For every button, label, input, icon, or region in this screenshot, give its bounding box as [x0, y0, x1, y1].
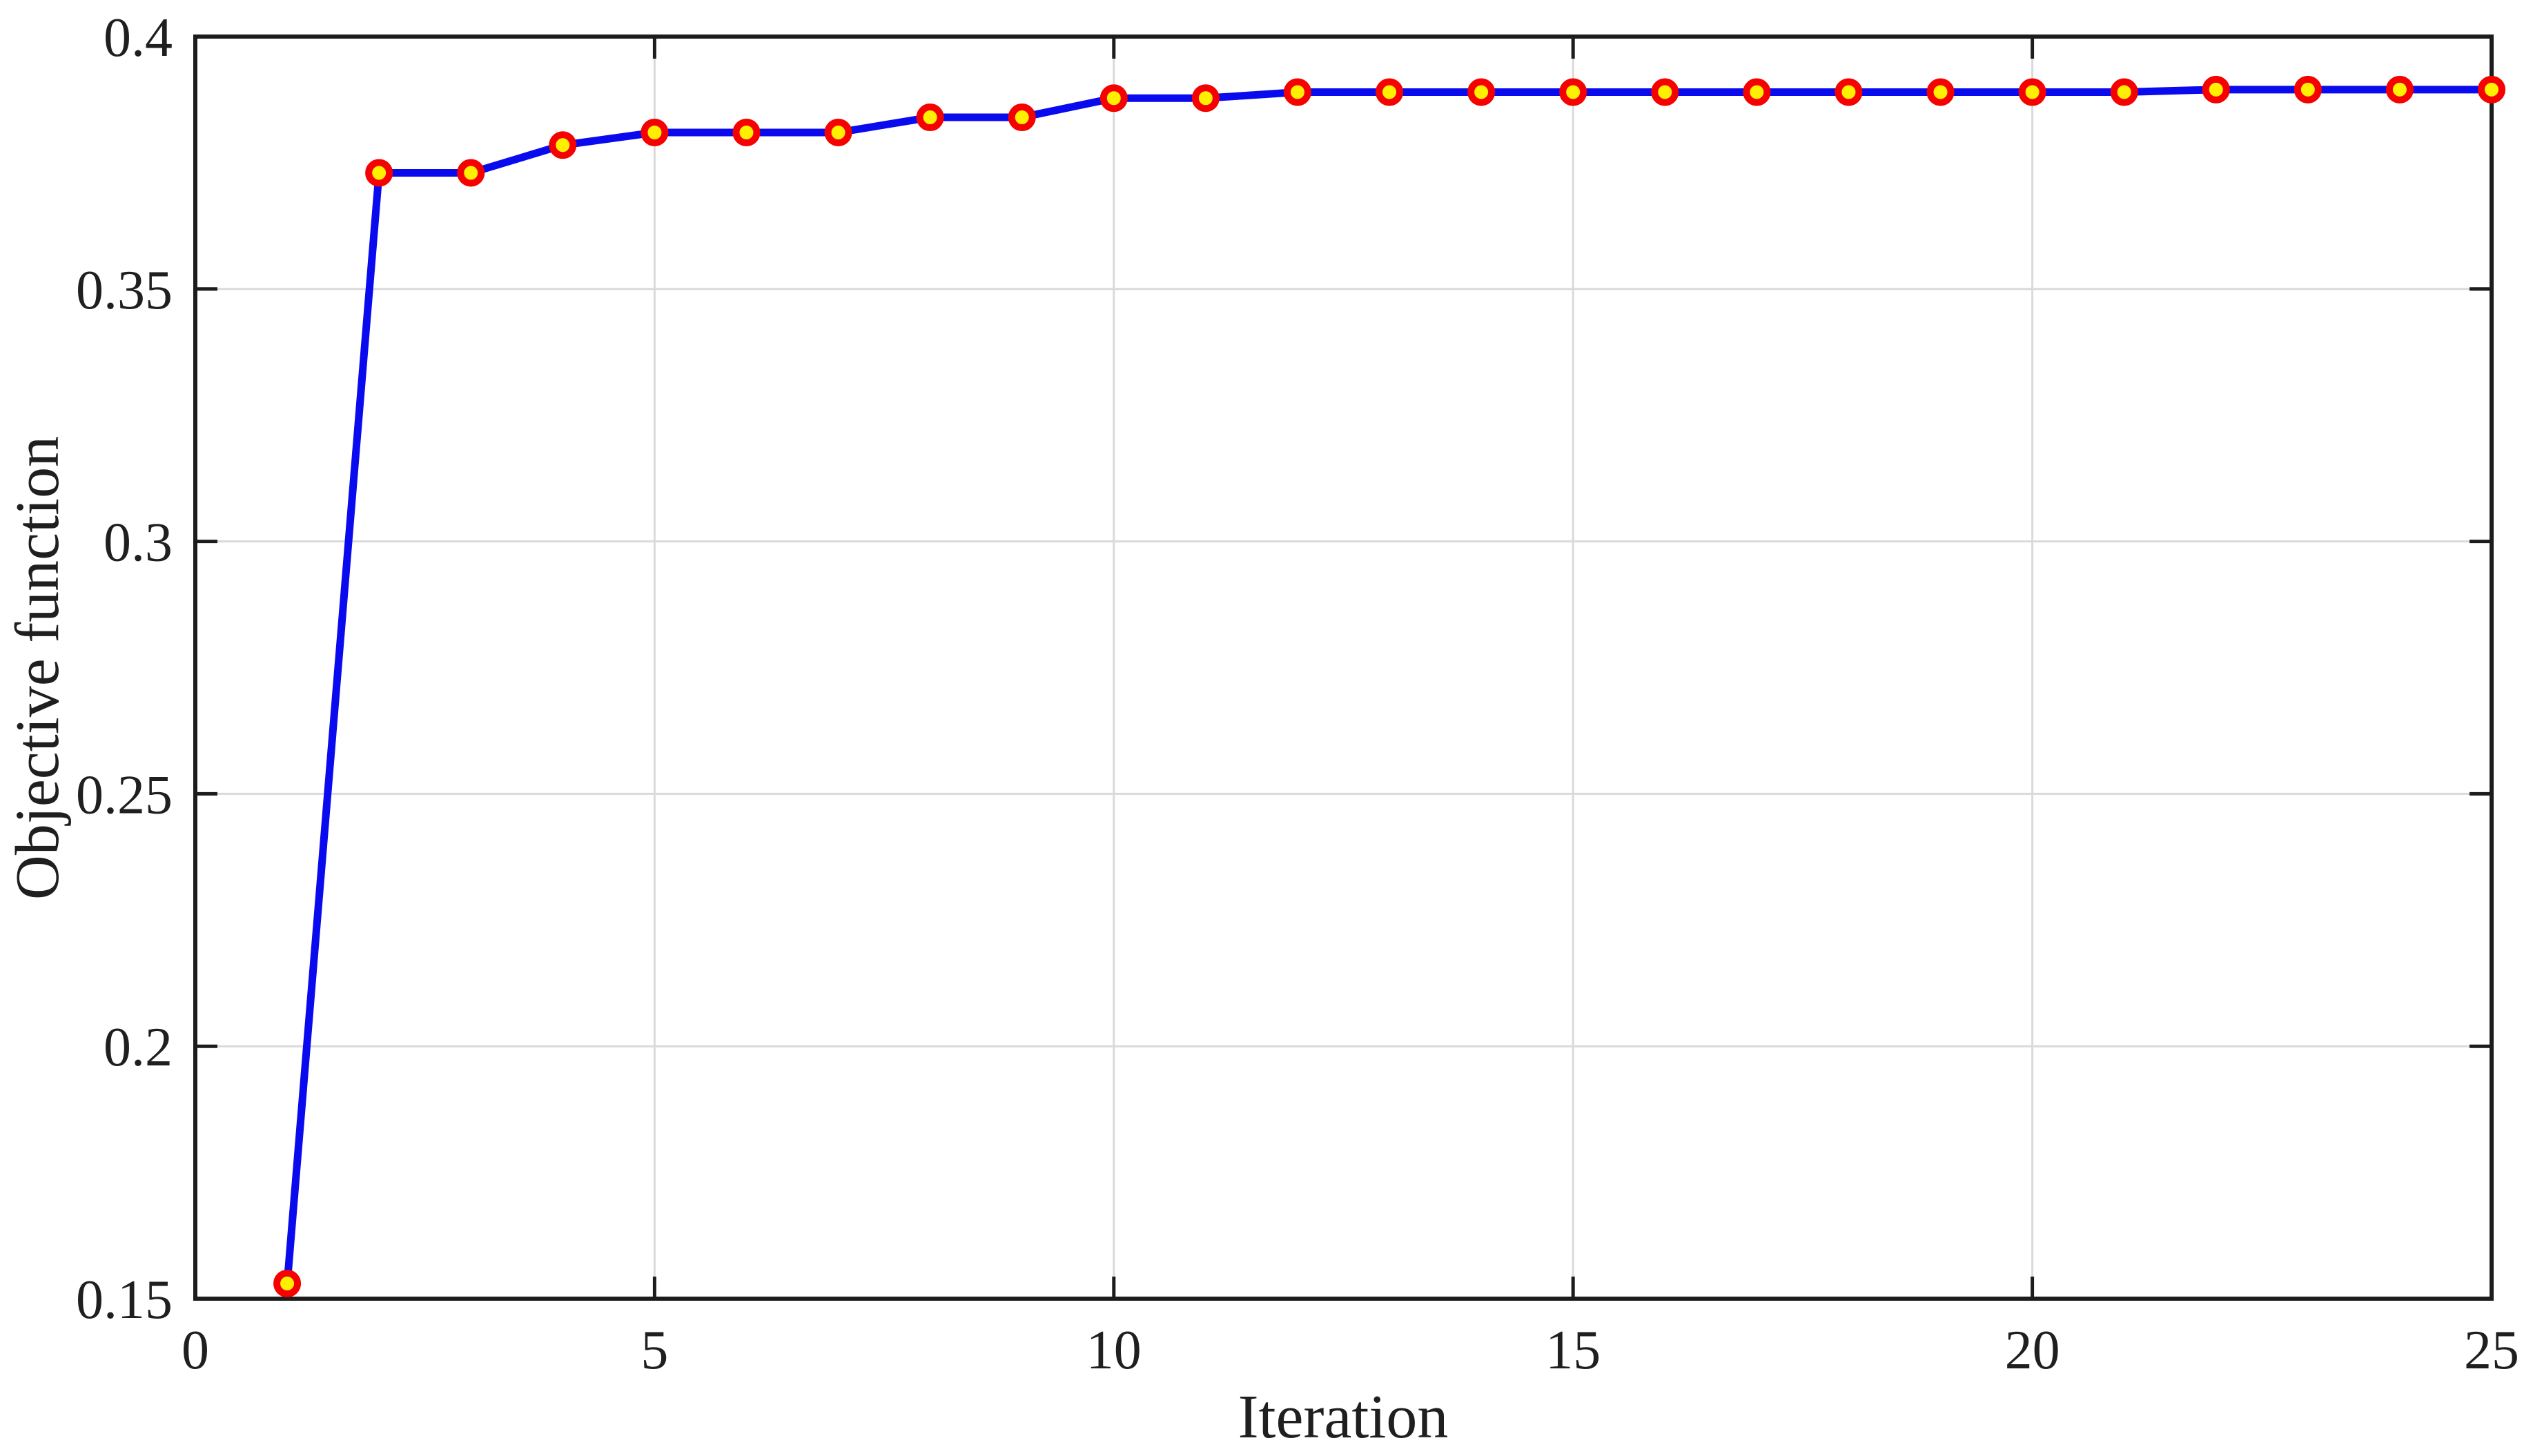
x-tick-label: 10 [1086, 1320, 1142, 1381]
data-point-marker [916, 104, 944, 132]
data-point-marker [273, 1270, 302, 1298]
data-point-marker [1008, 104, 1036, 132]
x-tick-label: 15 [1545, 1320, 1601, 1381]
y-tick-label: 0.15 [76, 1270, 173, 1330]
data-point-marker [1835, 78, 1863, 106]
data-point-marker [2202, 75, 2230, 104]
data-point-marker [1283, 78, 1311, 106]
series-layer [273, 75, 2505, 1298]
y-tick-label: 0.2 [104, 1017, 173, 1078]
data-point-marker [1743, 78, 1771, 106]
data-point-marker [1376, 78, 1404, 106]
data-point-marker [2385, 75, 2414, 104]
data-point-marker [1926, 78, 1955, 106]
plot-border [193, 35, 2494, 1301]
data-point-marker [1559, 78, 1587, 106]
data-point-marker [1099, 84, 1128, 112]
y-tick-label: 0.35 [76, 260, 173, 321]
y-tick-label: 0.4 [104, 8, 173, 68]
x-tick-label: 25 [2464, 1320, 2519, 1381]
y-axis-label: Objective function [3, 436, 72, 900]
data-point-marker [640, 119, 669, 147]
data-point-marker [2018, 78, 2046, 106]
tick-label-layer: 0 5 10 15 20 25 0.15 0.2 0.25 0.3 0.35 0.4 [76, 8, 2519, 1381]
x-axis-label: Iteration [1238, 1383, 1449, 1451]
data-point-marker [2294, 75, 2322, 104]
data-point-marker [549, 131, 577, 159]
objective-series-line [283, 86, 2496, 1288]
x-tick-label: 0 [182, 1320, 209, 1381]
data-point-marker [732, 119, 761, 147]
data-point-marker [1651, 78, 1679, 106]
data-point-marker [1191, 84, 1220, 112]
data-point-marker [457, 159, 485, 187]
tick-layer [193, 35, 2494, 1301]
data-point-marker [824, 119, 852, 147]
x-tick-label: 5 [640, 1320, 668, 1381]
grid-layer [195, 37, 2492, 1299]
data-point-marker [2478, 75, 2505, 104]
data-point-marker [1467, 78, 1496, 106]
data-point-marker [2110, 78, 2138, 106]
data-point-marker [365, 159, 393, 187]
y-tick-label: 0.3 [104, 513, 173, 573]
y-tick-label: 0.25 [76, 765, 173, 825]
x-tick-label: 20 [2005, 1320, 2060, 1381]
